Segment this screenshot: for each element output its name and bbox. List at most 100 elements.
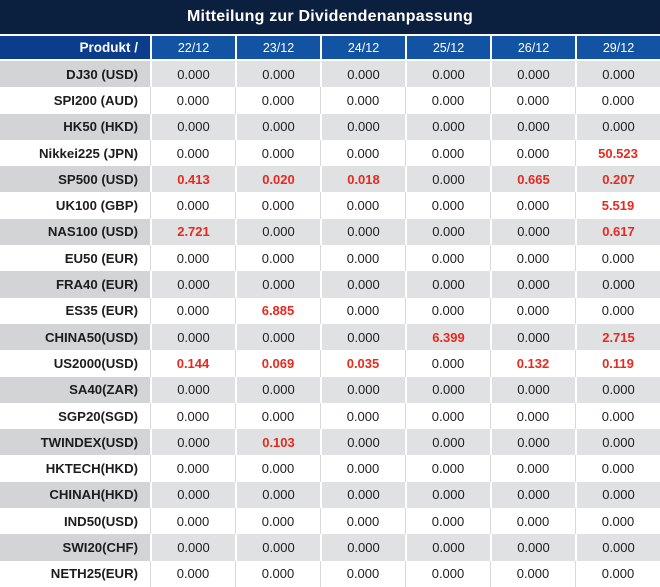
table-row: Nikkei225 (JPN) 0.000 0.000 0.000 0.000 0.000… [0, 139, 660, 167]
value-cell-adjusted: 0.132 [490, 350, 575, 377]
table-row: EU50 (EUR) 0.000 0.000 0.000 0.000 0.000 0.000 [0, 245, 660, 272]
value-cell: 0.000 [490, 297, 575, 324]
value-cell: 0.000 [235, 402, 320, 430]
value-cell: 0.000 [575, 508, 660, 535]
value-cell: 0.000 [575, 455, 660, 482]
value-cell-adjusted: 6.399 [405, 323, 490, 351]
value-cell: 0.000 [150, 245, 235, 272]
value-cell: 0.000 [150, 534, 235, 561]
value-cell: 0.000 [490, 402, 575, 430]
value-cell: 0.000 [490, 245, 575, 272]
value-cell: 0.000 [235, 245, 320, 272]
value-cell-adjusted: 2.721 [150, 218, 235, 246]
table-row: CHINA50(USD) 0.000 0.000 0.000 6.399 0.000 2.7… [0, 323, 660, 351]
value-cell: 0.000 [235, 139, 320, 167]
column-header-date: 23/12 [235, 36, 320, 61]
value-cell: 0.000 [405, 166, 490, 193]
value-cell: 0.000 [150, 508, 235, 535]
value-cell-adjusted: 0.665 [490, 166, 575, 193]
table-row: CHINAH(HKD) 0.000 0.000 0.000 0.000 0.000 0.00… [0, 481, 660, 509]
value-cell-adjusted: 0.020 [235, 166, 320, 193]
value-cell: 0.000 [490, 534, 575, 561]
value-cell: 0.000 [490, 113, 575, 140]
value-cell: 0.000 [490, 560, 575, 587]
value-cell: 0.000 [490, 508, 575, 535]
value-cell: 0.000 [575, 402, 660, 430]
value-cell: 0.000 [405, 113, 490, 140]
value-cell: 0.000 [575, 560, 660, 587]
value-cell: 0.000 [320, 560, 405, 587]
value-cell-adjusted: 0.035 [320, 350, 405, 377]
value-cell: 0.000 [150, 271, 235, 298]
title-bar: Mitteilung zur Dividendenanpassung [0, 0, 660, 36]
value-cell: 0.000 [150, 87, 235, 114]
column-header-date: 22/12 [150, 36, 235, 61]
value-cell: 0.000 [320, 192, 405, 219]
table-row: FRA40 (EUR) 0.000 0.000 0.000 0.000 0.000 0.00… [0, 271, 660, 298]
value-cell: 0.000 [320, 245, 405, 272]
table-row: HKTECH(HKD) 0.000 0.000 0.000 0.000 0.000 0.00… [0, 455, 660, 482]
product-cell: UK100 (GBP) [0, 192, 150, 219]
value-cell: 0.000 [320, 508, 405, 535]
table-row: SGP20(SGD) 0.000 0.000 0.000 0.000 0.000 0.000 [0, 402, 660, 430]
value-cell: 0.000 [320, 87, 405, 114]
value-cell: 0.000 [490, 87, 575, 114]
product-cell: ES35 (EUR) [0, 297, 150, 324]
value-cell: 0.000 [150, 429, 235, 456]
product-cell: SPI200 (AUD) [0, 87, 150, 114]
table-row: ES35 (EUR) 0.000 6.885 0.000 0.000 0.000 0.000 [0, 297, 660, 324]
product-cell: DJ30 (USD) [0, 61, 150, 88]
value-cell: 0.000 [320, 429, 405, 456]
value-cell: 0.000 [405, 271, 490, 298]
value-cell: 0.000 [150, 402, 235, 430]
value-cell-adjusted: 0.069 [235, 350, 320, 377]
product-cell: SP500 (USD) [0, 166, 150, 193]
value-cell: 0.000 [320, 455, 405, 482]
value-cell: 0.000 [405, 534, 490, 561]
value-cell: 0.000 [235, 534, 320, 561]
value-cell: 0.000 [235, 560, 320, 587]
product-cell: EU50 (EUR) [0, 245, 150, 272]
value-cell-adjusted: 50.523 [575, 139, 660, 167]
value-cell: 0.000 [405, 350, 490, 377]
value-cell: 0.000 [405, 139, 490, 167]
value-cell-adjusted: 0.207 [575, 166, 660, 193]
product-cell: TWINDEX(USD) [0, 429, 150, 456]
value-cell: 0.000 [405, 455, 490, 482]
table-row: TWINDEX(USD) 0.000 0.103 0.000 0.000 0.000 0.0… [0, 429, 660, 456]
value-cell: 0.000 [405, 192, 490, 219]
value-cell: 0.000 [320, 402, 405, 430]
table-row: SPI200 (AUD) 0.000 0.000 0.000 0.000 0.000 0.0… [0, 87, 660, 114]
value-cell: 0.000 [575, 113, 660, 140]
value-cell: 0.000 [405, 429, 490, 456]
value-cell: 0.000 [150, 481, 235, 509]
value-cell: 0.000 [490, 192, 575, 219]
value-cell: 0.000 [235, 271, 320, 298]
value-cell: 0.000 [405, 245, 490, 272]
column-header-date: 24/12 [320, 36, 405, 61]
value-cell: 0.000 [150, 61, 235, 88]
value-cell-adjusted: 0.617 [575, 218, 660, 246]
value-cell: 0.000 [235, 455, 320, 482]
product-cell: HKTECH(HKD) [0, 455, 150, 482]
product-cell: SA40(ZAR) [0, 376, 150, 403]
value-cell: 0.000 [490, 271, 575, 298]
value-cell: 0.000 [320, 113, 405, 140]
value-cell: 0.000 [405, 481, 490, 509]
value-cell: 0.000 [320, 218, 405, 246]
value-cell: 0.000 [320, 323, 405, 351]
value-cell: 0.000 [405, 402, 490, 430]
product-cell: CHINA50(USD) [0, 323, 150, 351]
value-cell: 0.000 [575, 534, 660, 561]
value-cell: 0.000 [575, 61, 660, 88]
value-cell: 0.000 [405, 297, 490, 324]
product-cell: IND50(USD) [0, 508, 150, 535]
value-cell: 0.000 [490, 429, 575, 456]
table-row: NETH25(EUR) 0.000 0.000 0.000 0.000 0.000 0.00… [0, 560, 660, 587]
value-cell: 0.000 [575, 429, 660, 456]
product-cell: NETH25(EUR) [0, 560, 150, 587]
value-cell: 0.000 [405, 87, 490, 114]
value-cell: 0.000 [490, 376, 575, 403]
value-cell: 0.000 [575, 481, 660, 509]
